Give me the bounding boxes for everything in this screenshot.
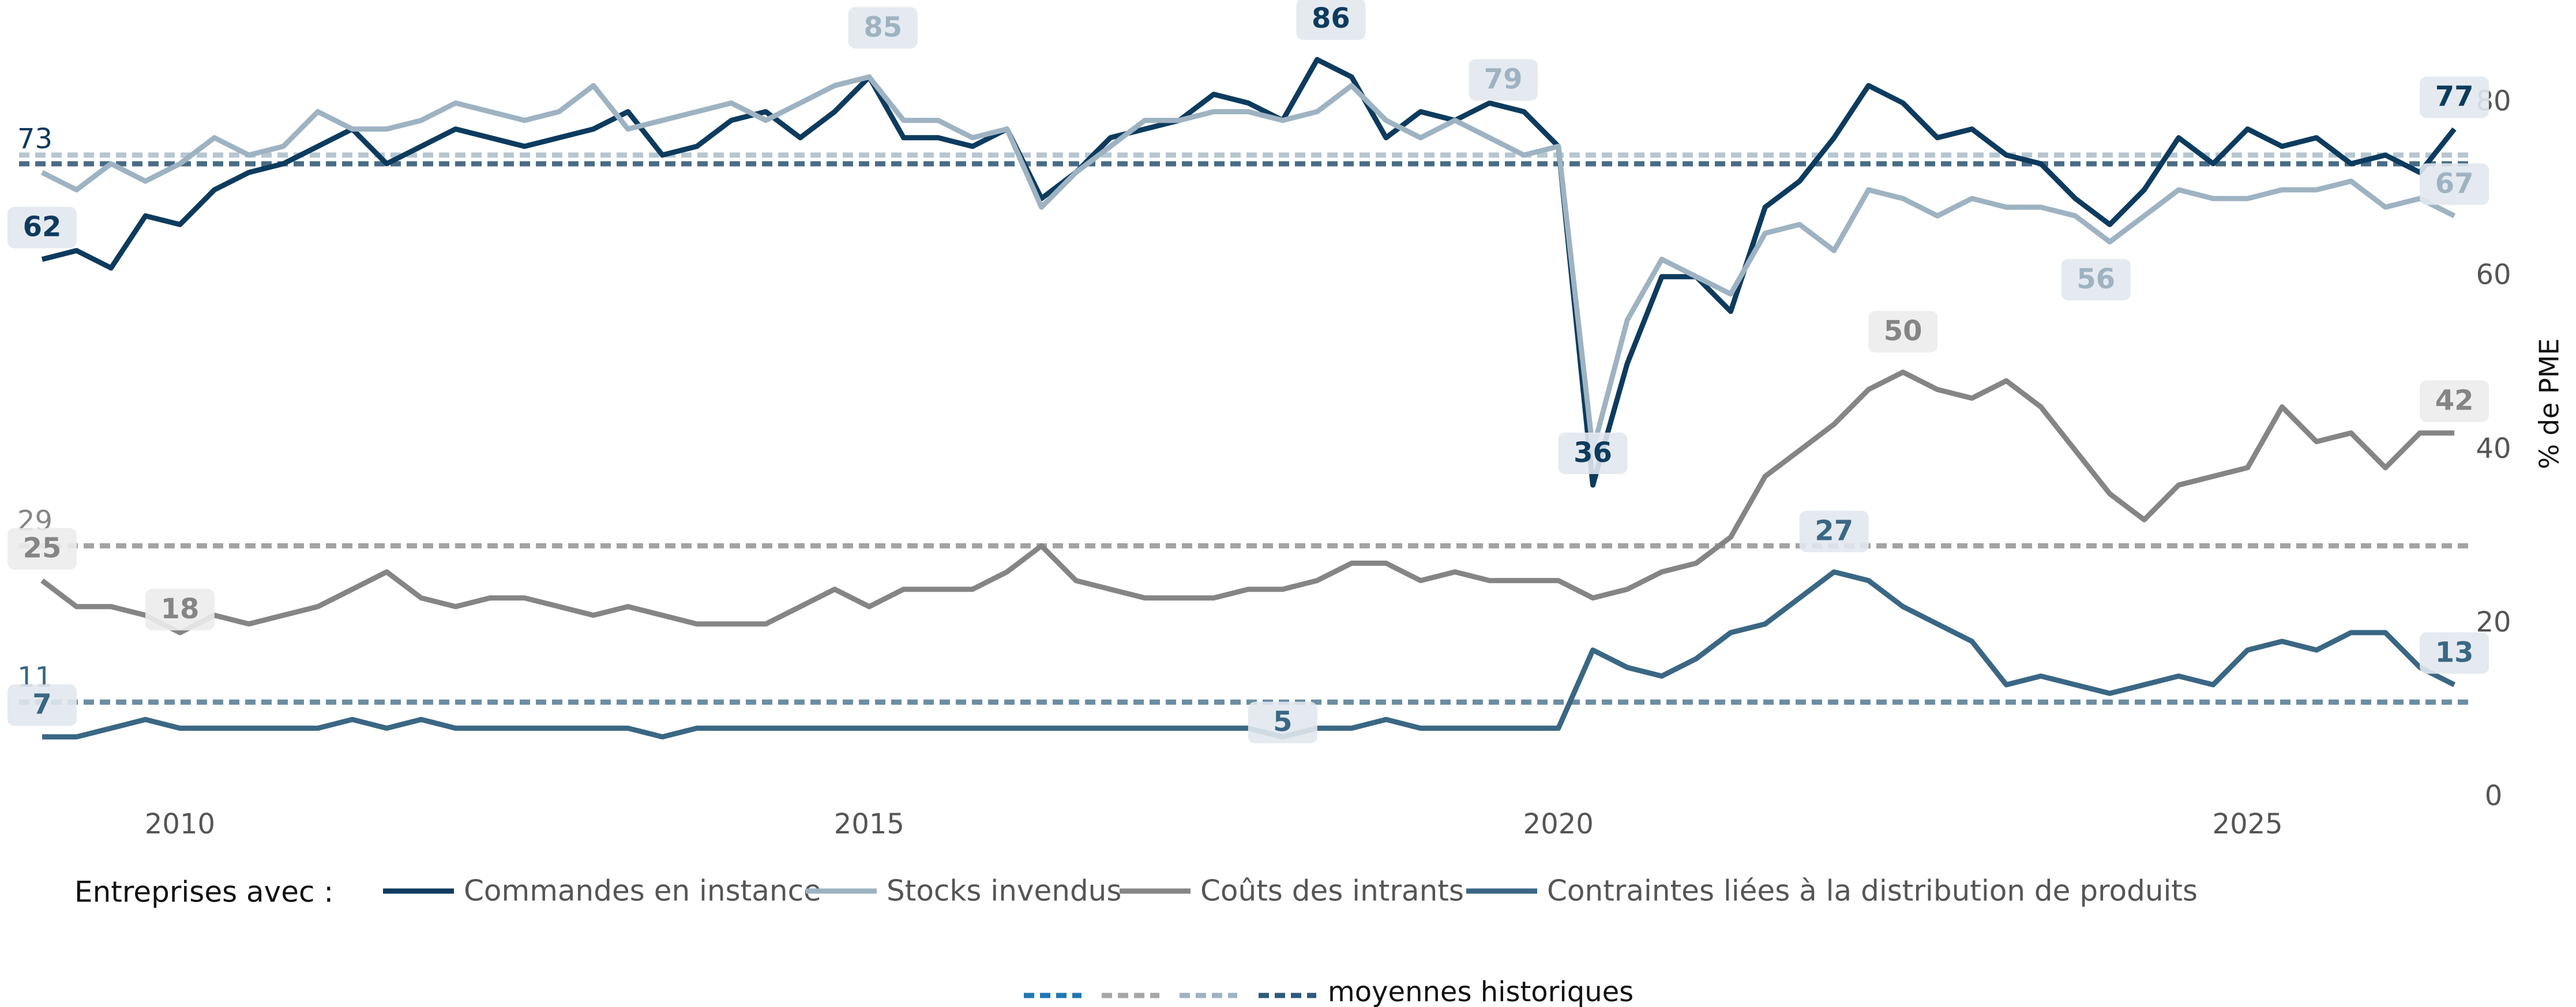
value-label-bg: [7, 206, 77, 249]
value-label-bg: [2420, 76, 2489, 118]
legend-label: Commandes en instance: [464, 874, 821, 908]
legend-label: Coûts des intrants: [1200, 874, 1464, 908]
value-label: 7: [32, 689, 51, 721]
value-label: 56: [2076, 263, 2115, 295]
value-label-bg: [1469, 59, 1538, 101]
value-label-bg: [1868, 311, 1938, 353]
value-label: 67: [2435, 167, 2474, 200]
value-label-bg: [2420, 380, 2489, 422]
legend-label: Stocks invendus: [887, 874, 1121, 908]
value-label: 13: [2435, 636, 2474, 668]
value-label-bg: [7, 528, 77, 570]
value-label: 77: [2435, 81, 2474, 113]
value-label-bg: [1296, 0, 1366, 40]
value-label: 42: [2435, 385, 2474, 417]
legend-label: Contraintes liées à la distribution de p…: [1547, 874, 2198, 908]
y-tick-label: 0: [2485, 780, 2503, 812]
legend-title: Entreprises avec :: [74, 876, 333, 909]
x-tick-label: 2025: [2213, 808, 2283, 840]
series-line: [41, 57, 2457, 488]
y-tick-label: 40: [2476, 433, 2511, 465]
value-label-bg: [1248, 701, 1317, 743]
x-tick-label: 2010: [145, 808, 215, 840]
value-label-bg: [1558, 433, 1628, 474]
average-legend-label: moyennes historiques: [1328, 976, 1634, 1007]
x-tick-label: 2020: [1523, 808, 1594, 840]
value-label: 85: [863, 11, 902, 43]
value-label: 25: [23, 532, 62, 565]
value-label: 79: [1484, 63, 1523, 96]
value-label-bg: [2420, 632, 2489, 674]
average-label: 73: [17, 123, 52, 155]
value-label-bg: [848, 7, 918, 49]
value-label-bg: [2420, 163, 2489, 205]
value-label: 50: [1884, 315, 1922, 347]
value-label-bg: [145, 589, 215, 630]
series-line: [40, 74, 2456, 453]
value-label: 62: [23, 211, 62, 243]
value-label: 86: [1312, 2, 1350, 35]
value-label: 18: [161, 593, 200, 625]
x-tick-label: 2015: [834, 808, 904, 840]
y-tick-label: 60: [2476, 259, 2511, 291]
value-label-bg: [1799, 510, 1869, 553]
y-axis-label: % de PME: [2534, 339, 2565, 469]
series-line: [40, 369, 2455, 636]
value-label: 27: [1815, 515, 1853, 547]
value-label-bg: [7, 684, 77, 726]
value-label: 5: [1273, 706, 1292, 738]
value-label: 36: [1574, 437, 1612, 469]
value-label-bg: [2061, 258, 2131, 300]
